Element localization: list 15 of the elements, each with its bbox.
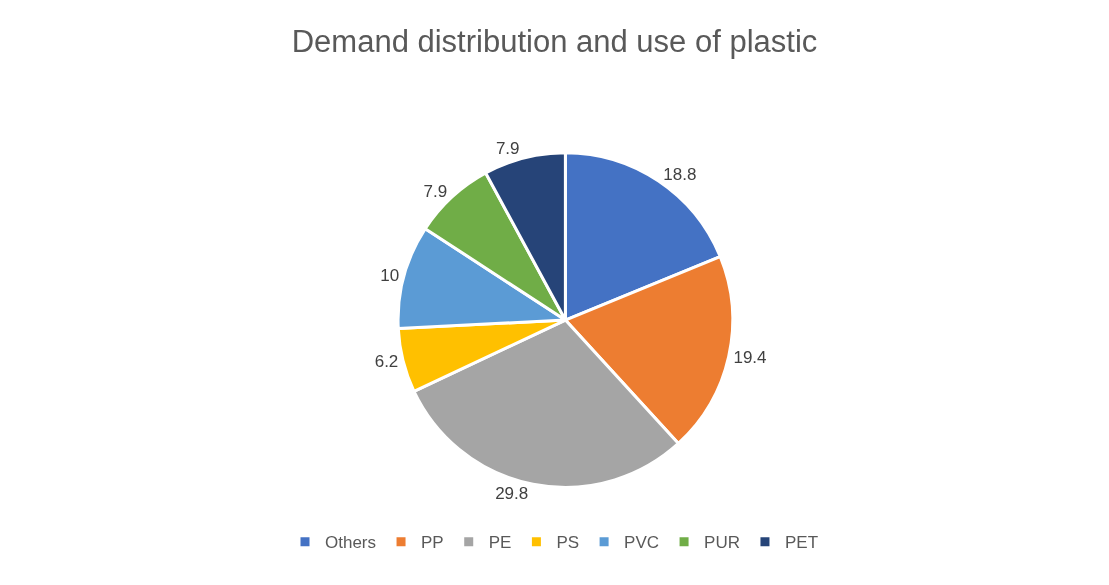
data-label: 19.4 [733,347,767,367]
legend-label: PVC [624,533,660,553]
legend-label: PE [488,533,512,553]
data-label: 7.9 [495,139,520,159]
legend-label: Others [325,533,377,553]
legend-label: PUR [704,533,740,553]
data-label: 7.9 [423,182,448,202]
chart-title: Demand distribution and use of plastic [291,23,818,59]
data-label: 29.8 [495,483,529,503]
legend-label: PET [784,533,819,553]
data-label: 6.2 [374,351,399,371]
legend-label: PP [421,533,444,553]
data-label: 10 [380,266,400,286]
data-label: 18.8 [663,165,697,185]
legend-label: PS [556,533,580,553]
